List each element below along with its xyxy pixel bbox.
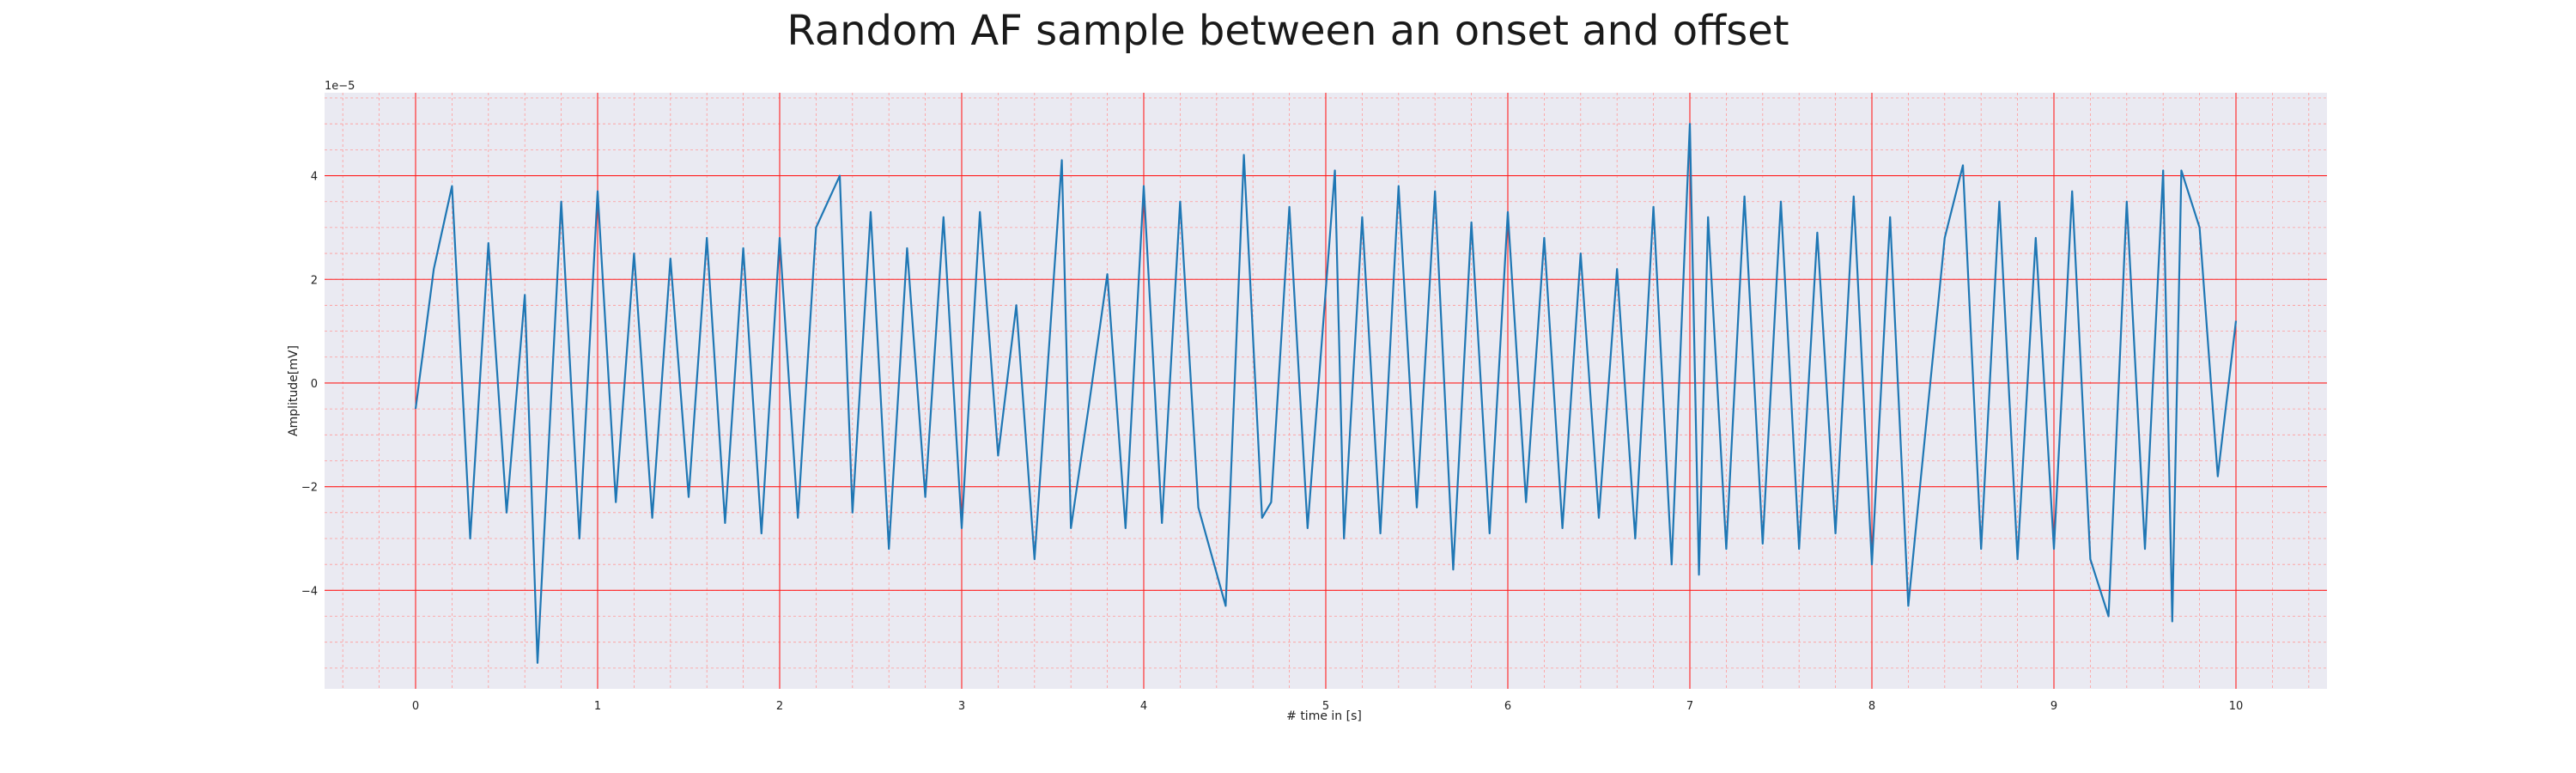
y-tick-label: 4 <box>311 171 318 184</box>
y-tick-label: 0 <box>311 378 318 391</box>
y-axis-label: Amplitude[mV] <box>287 345 301 436</box>
x-tick-label: 6 <box>1504 700 1511 713</box>
x-tick-label: 8 <box>1868 700 1875 713</box>
x-tick-label: 10 <box>2229 700 2244 713</box>
x-tick-label: 5 <box>1322 700 1329 713</box>
series-layer <box>414 123 2238 664</box>
x-axis-ticks: 0 1 2 3 4 5 6 7 8 9 10 <box>412 700 2243 713</box>
y-axis-ticks: −4 −2 0 2 4 <box>301 171 318 599</box>
chart-title: Random AF sample between an onset and of… <box>787 7 1789 55</box>
x-axis-label: # time in [s] <box>1286 709 1362 723</box>
x-tick-label: 1 <box>594 700 601 713</box>
y-tick-label: −2 <box>301 482 318 495</box>
x-tick-label: 9 <box>2050 700 2057 713</box>
y-tick-label: 2 <box>311 274 318 287</box>
y-offset-label: 1e−5 <box>325 80 355 93</box>
x-tick-label: 0 <box>412 700 419 713</box>
x-tick-label: 3 <box>958 700 965 713</box>
x-tick-label: 7 <box>1686 700 1693 713</box>
x-tick-label: 4 <box>1140 700 1147 713</box>
x-tick-label: 2 <box>776 700 783 713</box>
signal-line <box>414 123 2238 664</box>
y-tick-label: −4 <box>301 585 318 598</box>
